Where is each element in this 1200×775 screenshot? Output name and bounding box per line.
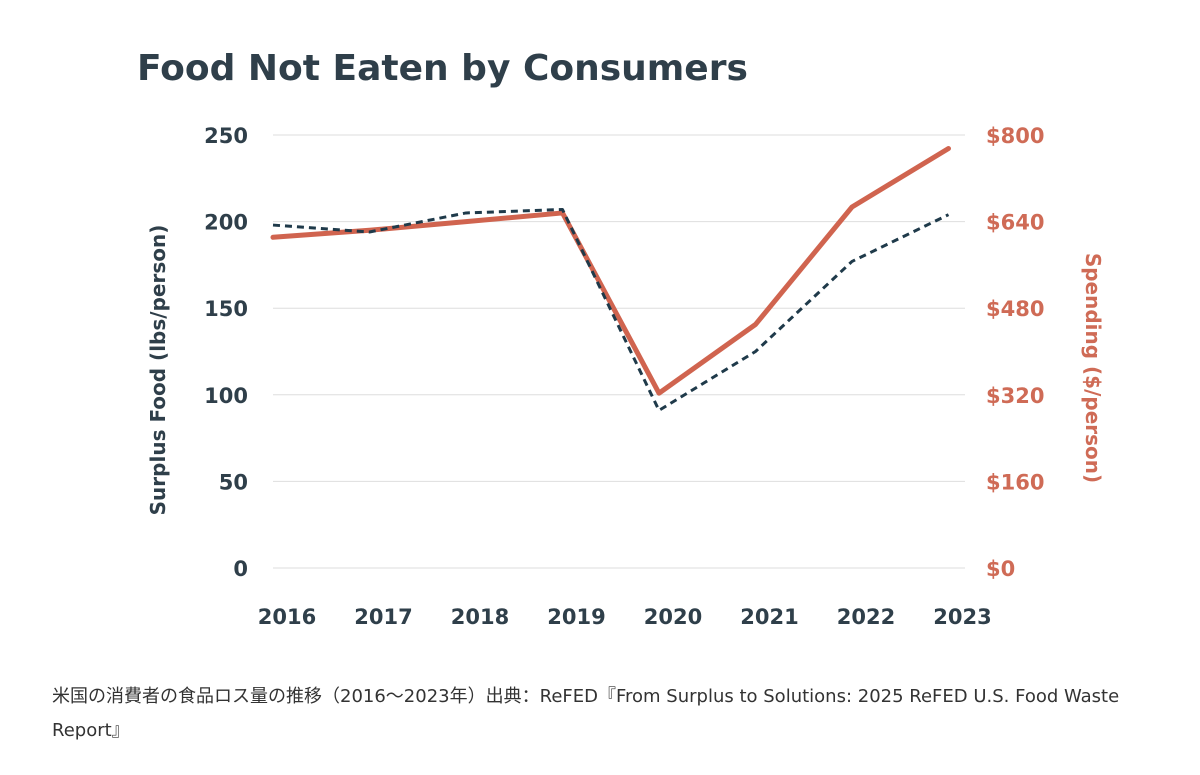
left-tick-label: 250	[204, 124, 248, 148]
x-tick-label: 2018	[451, 605, 509, 629]
chart-title: Food Not Eaten by Consumers	[137, 48, 748, 89]
left-tick-label: 100	[204, 384, 248, 408]
x-tick-label: 2020	[644, 605, 702, 629]
right-tick-label: $0	[986, 557, 1015, 581]
x-axis-ticks: 2016 2017 2018 2019 2020 2021 2022 2023	[258, 605, 992, 629]
x-tick-label: 2016	[258, 605, 316, 629]
right-axis-ticks: $0 $160 $320 $480 $640 $800	[986, 124, 1044, 581]
right-tick-label: $320	[986, 384, 1044, 408]
surplus-food-line	[272, 207, 950, 412]
gridlines	[273, 134, 965, 569]
series	[270, 146, 951, 412]
left-axis-label: Surplus Food (lbs/person)	[146, 225, 170, 516]
spending-line	[270, 146, 951, 396]
left-axis-ticks: 0 50 100 150 200 250	[204, 124, 248, 581]
chart: Food Not Eaten by Consumers 0 50 100 150 200…	[137, 48, 1105, 629]
right-tick-label: $480	[986, 297, 1044, 321]
left-tick-label: 150	[204, 297, 248, 321]
left-tick-label: 50	[219, 470, 248, 494]
right-tick-label: $800	[986, 124, 1044, 148]
right-axis-label: Spending ($/person)	[1081, 253, 1105, 483]
right-tick-label: $160	[986, 470, 1044, 494]
left-tick-label: 200	[204, 211, 248, 235]
right-tick-label: $640	[986, 211, 1044, 235]
x-tick-label: 2023	[933, 605, 991, 629]
figure-caption: 米国の消費者の食品ロス量の推移（2016〜2023年）出典：ReFED『From…	[52, 686, 1120, 741]
x-tick-label: 2022	[837, 605, 895, 629]
left-tick-label: 0	[233, 557, 248, 581]
x-tick-label: 2017	[354, 605, 412, 629]
x-tick-label: 2019	[547, 605, 605, 629]
x-tick-label: 2021	[740, 605, 798, 629]
